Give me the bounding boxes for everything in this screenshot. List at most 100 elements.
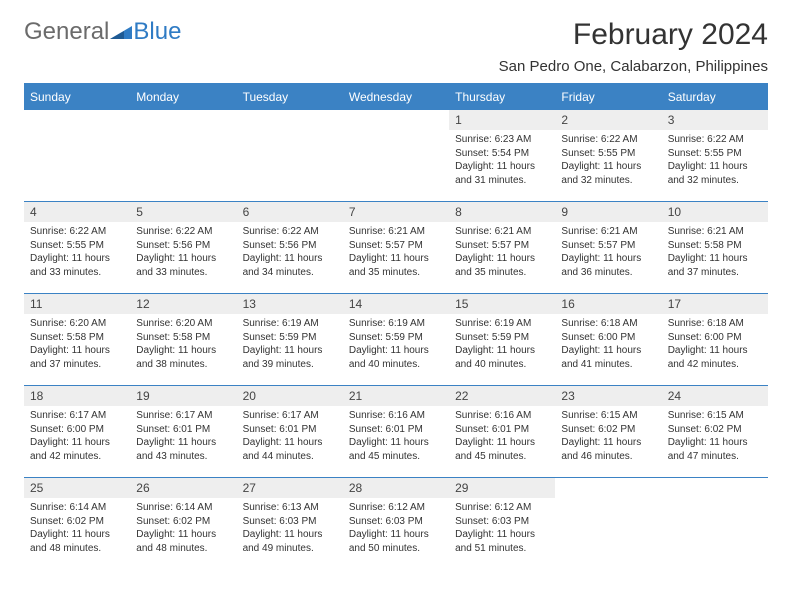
day-number: 21 bbox=[343, 386, 449, 406]
sunset-line: Sunset: 5:54 PM bbox=[455, 147, 549, 161]
daylight-line: Daylight: 11 hours and 37 minutes. bbox=[668, 252, 762, 279]
calendar-week: 4Sunrise: 6:22 AMSunset: 5:55 PMDaylight… bbox=[24, 202, 768, 294]
day-body: Sunrise: 6:21 AMSunset: 5:57 PMDaylight:… bbox=[343, 222, 449, 282]
day-body: Sunrise: 6:14 AMSunset: 6:02 PMDaylight:… bbox=[24, 498, 130, 558]
day-body: Sunrise: 6:22 AMSunset: 5:56 PMDaylight:… bbox=[130, 222, 236, 282]
daylight-line: Daylight: 11 hours and 45 minutes. bbox=[349, 436, 443, 463]
calendar-cell: 18Sunrise: 6:17 AMSunset: 6:00 PMDayligh… bbox=[24, 386, 130, 478]
calendar-week: 11Sunrise: 6:20 AMSunset: 5:58 PMDayligh… bbox=[24, 294, 768, 386]
day-number: 6 bbox=[237, 202, 343, 222]
day-number: 1 bbox=[449, 110, 555, 130]
day-body: Sunrise: 6:22 AMSunset: 5:55 PMDaylight:… bbox=[662, 130, 768, 190]
day-number: 14 bbox=[343, 294, 449, 314]
day-number bbox=[237, 110, 343, 116]
daylight-line: Daylight: 11 hours and 37 minutes. bbox=[30, 344, 124, 371]
sunrise-line: Sunrise: 6:20 AM bbox=[30, 317, 124, 331]
day-number: 15 bbox=[449, 294, 555, 314]
calendar-cell: 2Sunrise: 6:22 AMSunset: 5:55 PMDaylight… bbox=[555, 110, 661, 202]
sunset-line: Sunset: 5:57 PM bbox=[561, 239, 655, 253]
day-body: Sunrise: 6:13 AMSunset: 6:03 PMDaylight:… bbox=[237, 498, 343, 558]
calendar-cell: 7Sunrise: 6:21 AMSunset: 5:57 PMDaylight… bbox=[343, 202, 449, 294]
calendar-cell: 29Sunrise: 6:12 AMSunset: 6:03 PMDayligh… bbox=[449, 478, 555, 570]
sunset-line: Sunset: 5:57 PM bbox=[455, 239, 549, 253]
daylight-line: Daylight: 11 hours and 45 minutes. bbox=[455, 436, 549, 463]
daylight-line: Daylight: 11 hours and 32 minutes. bbox=[561, 160, 655, 187]
day-number: 22 bbox=[449, 386, 555, 406]
calendar-cell: 1Sunrise: 6:23 AMSunset: 5:54 PMDaylight… bbox=[449, 110, 555, 202]
daylight-line: Daylight: 11 hours and 49 minutes. bbox=[243, 528, 337, 555]
day-body: Sunrise: 6:19 AMSunset: 5:59 PMDaylight:… bbox=[237, 314, 343, 374]
sunset-line: Sunset: 5:59 PM bbox=[243, 331, 337, 345]
day-number: 12 bbox=[130, 294, 236, 314]
sunrise-line: Sunrise: 6:23 AM bbox=[455, 133, 549, 147]
sunset-line: Sunset: 6:03 PM bbox=[349, 515, 443, 529]
day-body: Sunrise: 6:21 AMSunset: 5:57 PMDaylight:… bbox=[555, 222, 661, 282]
sunset-line: Sunset: 5:58 PM bbox=[136, 331, 230, 345]
calendar-cell bbox=[343, 110, 449, 202]
day-body: Sunrise: 6:19 AMSunset: 5:59 PMDaylight:… bbox=[449, 314, 555, 374]
daylight-line: Daylight: 11 hours and 35 minutes. bbox=[349, 252, 443, 279]
day-number: 20 bbox=[237, 386, 343, 406]
day-number: 16 bbox=[555, 294, 661, 314]
sunrise-line: Sunrise: 6:12 AM bbox=[455, 501, 549, 515]
calendar-week: 1Sunrise: 6:23 AMSunset: 5:54 PMDaylight… bbox=[24, 110, 768, 202]
day-number: 18 bbox=[24, 386, 130, 406]
sunrise-line: Sunrise: 6:19 AM bbox=[243, 317, 337, 331]
calendar-cell: 12Sunrise: 6:20 AMSunset: 5:58 PMDayligh… bbox=[130, 294, 236, 386]
col-sunday: Sunday bbox=[24, 84, 130, 110]
day-number: 17 bbox=[662, 294, 768, 314]
sunset-line: Sunset: 6:00 PM bbox=[561, 331, 655, 345]
daylight-line: Daylight: 11 hours and 33 minutes. bbox=[30, 252, 124, 279]
sunset-line: Sunset: 5:59 PM bbox=[349, 331, 443, 345]
sunset-line: Sunset: 5:55 PM bbox=[668, 147, 762, 161]
day-body: Sunrise: 6:12 AMSunset: 6:03 PMDaylight:… bbox=[449, 498, 555, 558]
calendar-cell bbox=[555, 478, 661, 570]
sunset-line: Sunset: 6:02 PM bbox=[30, 515, 124, 529]
daylight-line: Daylight: 11 hours and 39 minutes. bbox=[243, 344, 337, 371]
col-monday: Monday bbox=[130, 84, 236, 110]
sunrise-line: Sunrise: 6:22 AM bbox=[243, 225, 337, 239]
sunset-line: Sunset: 6:03 PM bbox=[455, 515, 549, 529]
day-number: 8 bbox=[449, 202, 555, 222]
day-body: Sunrise: 6:18 AMSunset: 6:00 PMDaylight:… bbox=[555, 314, 661, 374]
sunrise-line: Sunrise: 6:19 AM bbox=[349, 317, 443, 331]
day-number bbox=[130, 110, 236, 116]
day-body: Sunrise: 6:17 AMSunset: 6:00 PMDaylight:… bbox=[24, 406, 130, 466]
calendar-cell: 24Sunrise: 6:15 AMSunset: 6:02 PMDayligh… bbox=[662, 386, 768, 478]
calendar-cell: 22 Sunrise: 6:16 AMSunset: 6:01 PMDayligh… bbox=[449, 386, 555, 478]
calendar-cell: 26Sunrise: 6:14 AMSunset: 6:02 PMDayligh… bbox=[130, 478, 236, 570]
day-number: 24 bbox=[662, 386, 768, 406]
daylight-line: Daylight: 11 hours and 51 minutes. bbox=[455, 528, 549, 555]
daylight-line: Daylight: 11 hours and 33 minutes. bbox=[136, 252, 230, 279]
sunrise-line: Sunrise: 6:16 AM bbox=[455, 409, 549, 423]
day-body: Sunrise: 6:20 AMSunset: 5:58 PMDaylight:… bbox=[130, 314, 236, 374]
calendar-cell: 19Sunrise: 6:17 AMSunset: 6:01 PMDayligh… bbox=[130, 386, 236, 478]
calendar-cell bbox=[662, 478, 768, 570]
brand-word2: Blue bbox=[133, 18, 181, 46]
col-tuesday: Tuesday bbox=[237, 84, 343, 110]
header: General Blue February 2024 San Pedro One… bbox=[24, 18, 768, 75]
daylight-line: Daylight: 11 hours and 43 minutes. bbox=[136, 436, 230, 463]
sunrise-line: Sunrise: 6:19 AM bbox=[455, 317, 549, 331]
daylight-line: Daylight: 11 hours and 38 minutes. bbox=[136, 344, 230, 371]
day-body: Sunrise: 6:12 AMSunset: 6:03 PMDaylight:… bbox=[343, 498, 449, 558]
day-body: Sunrise: 6:23 AMSunset: 5:54 PMDaylight:… bbox=[449, 130, 555, 190]
day-number: 19 bbox=[130, 386, 236, 406]
sunset-line: Sunset: 6:02 PM bbox=[136, 515, 230, 529]
col-friday: Friday bbox=[555, 84, 661, 110]
sunrise-line: Sunrise: 6:17 AM bbox=[243, 409, 337, 423]
sunrise-line: Sunrise: 6:16 AM bbox=[349, 409, 443, 423]
sunrise-line: Sunrise: 6:22 AM bbox=[136, 225, 230, 239]
day-number: 29 bbox=[449, 478, 555, 498]
sunset-line: Sunset: 6:01 PM bbox=[455, 423, 549, 437]
daylight-line: Daylight: 11 hours and 41 minutes. bbox=[561, 344, 655, 371]
day-body: Sunrise: 6:21 AMSunset: 5:57 PMDaylight:… bbox=[449, 222, 555, 282]
sunset-line: Sunset: 6:00 PM bbox=[30, 423, 124, 437]
calendar-cell: 6Sunrise: 6:22 AMSunset: 5:56 PMDaylight… bbox=[237, 202, 343, 294]
calendar-cell bbox=[24, 110, 130, 202]
sunset-line: Sunset: 6:01 PM bbox=[349, 423, 443, 437]
calendar-cell bbox=[130, 110, 236, 202]
calendar-cell: 3Sunrise: 6:22 AMSunset: 5:55 PMDaylight… bbox=[662, 110, 768, 202]
calendar-week: 18Sunrise: 6:17 AMSunset: 6:00 PMDayligh… bbox=[24, 386, 768, 478]
daylight-line: Daylight: 11 hours and 31 minutes. bbox=[455, 160, 549, 187]
